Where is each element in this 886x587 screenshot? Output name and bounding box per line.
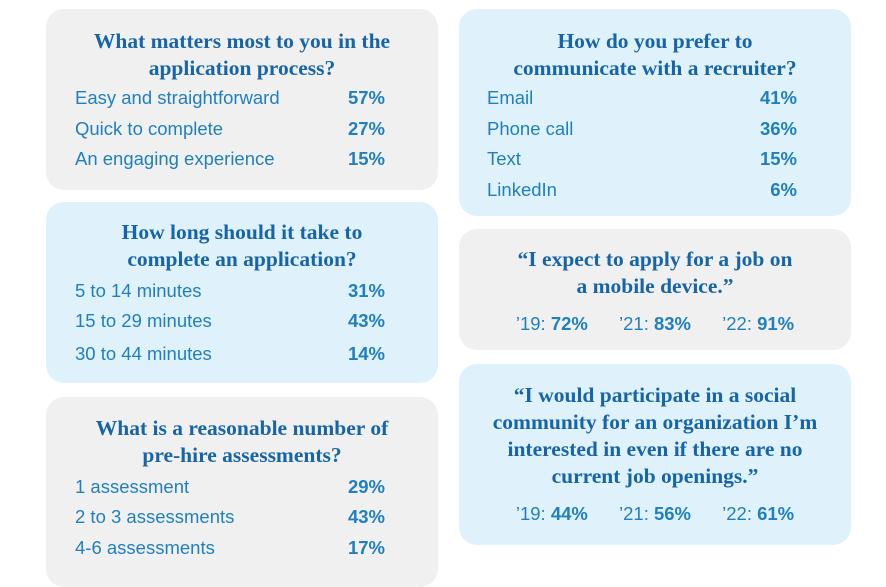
list-item: 30 to 44 minutes 14% bbox=[75, 342, 385, 366]
card-title: What matters most to you in the applicat… bbox=[46, 28, 438, 82]
item-percent: 31% bbox=[347, 280, 385, 301]
list-item: Easy and straightforward 57% bbox=[75, 86, 385, 110]
title-line: “I would participate in a social bbox=[513, 383, 797, 407]
title-line: a mobile device.” bbox=[576, 274, 734, 298]
item-percent: 43% bbox=[347, 506, 385, 527]
list-item: 2 to 3 assessments 43% bbox=[75, 505, 385, 529]
list-item: Text 15% bbox=[487, 147, 797, 171]
card-application-duration: How long should it take to complete an a… bbox=[46, 202, 438, 383]
item-percent: 29% bbox=[347, 476, 385, 497]
title-line: communicate with a recruiter? bbox=[513, 56, 797, 80]
card-title: How long should it take to complete an a… bbox=[46, 219, 438, 273]
list-item: LinkedIn 6% bbox=[487, 178, 797, 202]
list-item: 4-6 assessments 17% bbox=[75, 536, 385, 560]
title-line: pre-hire assessments? bbox=[142, 443, 342, 467]
item-percent: 17% bbox=[347, 537, 385, 558]
year-value: 61% bbox=[757, 503, 795, 524]
item-percent: 6% bbox=[770, 179, 797, 200]
year-value: 72% bbox=[550, 313, 588, 334]
year-value: 44% bbox=[550, 503, 588, 524]
card-mobile-apply-quote: “I expect to apply for a job on a mobile… bbox=[459, 229, 851, 350]
year-label: ’19: bbox=[515, 313, 546, 334]
item-percent: 43% bbox=[347, 310, 385, 331]
year-stat: ’19: 72% bbox=[516, 313, 588, 334]
title-line: complete an application? bbox=[127, 247, 357, 271]
item-percent: 15% bbox=[759, 148, 797, 169]
item-label: Quick to complete bbox=[75, 118, 224, 139]
title-line: community for an organization I’m bbox=[492, 410, 818, 434]
item-label: 2 to 3 assessments bbox=[75, 506, 235, 527]
title-line: current job openings.” bbox=[551, 464, 759, 488]
item-percent: 14% bbox=[347, 343, 385, 364]
year-value: 56% bbox=[653, 503, 691, 524]
list-item: Email 41% bbox=[487, 86, 797, 110]
item-label: LinkedIn bbox=[487, 179, 557, 200]
card-application-priorities: What matters most to you in the applicat… bbox=[46, 9, 438, 190]
year-label: ’22: bbox=[722, 313, 752, 334]
list-item: An engaging experience 15% bbox=[75, 147, 385, 171]
list-item: 5 to 14 minutes 31% bbox=[75, 279, 385, 303]
item-percent: 15% bbox=[347, 148, 385, 169]
item-percent: 27% bbox=[347, 118, 385, 139]
item-label: 5 to 14 minutes bbox=[75, 280, 202, 301]
card-social-community-quote: “I would participate in a social communi… bbox=[459, 364, 851, 545]
year-label: ’22: bbox=[722, 503, 752, 524]
item-label: Phone call bbox=[487, 118, 574, 139]
item-label: An engaging experience bbox=[75, 148, 275, 169]
item-percent: 57% bbox=[347, 87, 385, 108]
year-stats: ’19: 72% ’21: 83% ’22: 91% bbox=[459, 312, 851, 336]
card-recruiter-communication: How do you prefer to communicate with a … bbox=[459, 9, 851, 216]
year-label: ’21: bbox=[619, 313, 649, 334]
year-value: 83% bbox=[653, 313, 691, 334]
list-item: 15 to 29 minutes 43% bbox=[75, 309, 385, 333]
card-title: What is a reasonable number of pre-hire … bbox=[46, 415, 438, 469]
title-line: How long should it take to bbox=[121, 220, 363, 244]
year-label: ’21: bbox=[619, 503, 649, 524]
item-label: Text bbox=[487, 148, 521, 169]
item-label: 1 assessment bbox=[75, 476, 190, 497]
item-percent: 36% bbox=[759, 118, 797, 139]
title-line: application process? bbox=[148, 56, 336, 80]
year-stat: ’21: 83% bbox=[619, 313, 691, 334]
item-label: Email bbox=[487, 87, 534, 108]
list-item: 1 assessment 29% bbox=[75, 475, 385, 499]
year-stat: ’19: 44% bbox=[516, 503, 588, 524]
list-item: Quick to complete 27% bbox=[75, 117, 385, 141]
title-line: What is a reasonable number of bbox=[95, 416, 389, 440]
card-title: “I expect to apply for a job on a mobile… bbox=[459, 246, 851, 300]
year-label: ’19: bbox=[515, 503, 546, 524]
card-title: “I would participate in a social communi… bbox=[459, 382, 851, 490]
year-value: 91% bbox=[757, 313, 795, 334]
year-stat: ’22: 61% bbox=[722, 503, 794, 524]
list-item: Phone call 36% bbox=[487, 117, 797, 141]
year-stats: ’19: 44% ’21: 56% ’22: 61% bbox=[459, 502, 851, 526]
title-line: What matters most to you in the bbox=[93, 29, 391, 53]
title-line: How do you prefer to bbox=[557, 29, 753, 53]
item-percent: 41% bbox=[759, 87, 797, 108]
item-label: Easy and straightforward bbox=[75, 87, 280, 108]
card-pre-hire-assessments: What is a reasonable number of pre-hire … bbox=[46, 397, 438, 587]
year-stat: ’21: 56% bbox=[619, 503, 691, 524]
title-line: “I expect to apply for a job on bbox=[517, 247, 793, 271]
title-line: interested in even if there are no bbox=[507, 437, 803, 461]
item-label: 15 to 29 minutes bbox=[75, 310, 212, 331]
card-title: How do you prefer to communicate with a … bbox=[459, 28, 851, 82]
item-label: 4-6 assessments bbox=[75, 537, 215, 558]
year-stat: ’22: 91% bbox=[722, 313, 794, 334]
item-label: 30 to 44 minutes bbox=[75, 343, 212, 364]
